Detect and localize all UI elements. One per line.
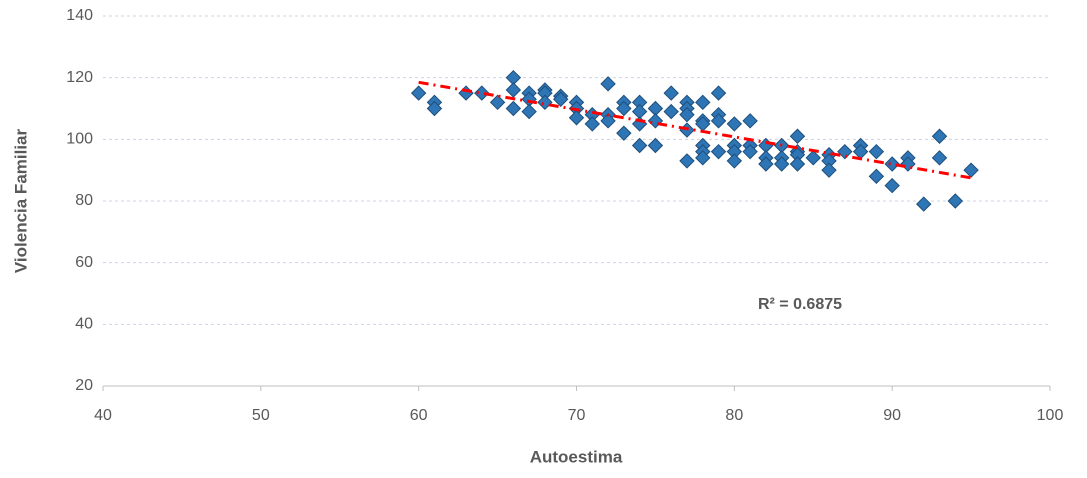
point — [679, 153, 695, 169]
point — [789, 156, 806, 172]
y-tick-label: 100 — [66, 131, 93, 148]
y-tick-label: 20 — [75, 377, 93, 394]
point — [647, 113, 664, 129]
point — [679, 106, 695, 123]
point — [458, 85, 474, 101]
point — [884, 156, 900, 172]
point — [695, 150, 711, 166]
point — [868, 168, 885, 185]
point — [426, 100, 443, 117]
point — [553, 91, 569, 107]
point — [410, 85, 427, 101]
point — [631, 137, 648, 154]
point — [916, 196, 932, 212]
point — [600, 113, 616, 129]
point — [663, 85, 679, 101]
point — [616, 125, 632, 141]
x-tick-label: 70 — [568, 407, 586, 424]
point — [931, 128, 948, 144]
y-tick-label: 140 — [66, 7, 93, 24]
point — [868, 143, 885, 160]
x-tick-label: 50 — [252, 407, 270, 424]
point — [474, 85, 490, 101]
point — [805, 150, 821, 166]
point — [758, 156, 774, 172]
x-tick-label: 80 — [725, 407, 743, 424]
point — [647, 137, 664, 154]
y-tick-label: 80 — [75, 192, 93, 209]
point — [837, 143, 853, 160]
point — [773, 156, 790, 172]
point — [568, 110, 585, 126]
point — [505, 100, 522, 117]
point — [947, 193, 964, 209]
x-tick-label: 100 — [1037, 407, 1064, 424]
point — [789, 128, 806, 144]
y-axis-title: Violencia Familiar — [11, 128, 30, 273]
y-tick-label: 40 — [75, 316, 93, 333]
point — [963, 162, 979, 178]
point — [616, 100, 632, 117]
point — [742, 143, 758, 160]
trendline — [418, 80, 972, 180]
point — [710, 143, 727, 160]
point — [505, 82, 522, 98]
x-tick-label: 90 — [883, 407, 901, 424]
point — [663, 103, 679, 120]
point — [821, 162, 837, 178]
point — [521, 103, 537, 120]
point — [489, 94, 506, 111]
y-tick-label: 120 — [66, 69, 93, 86]
point — [742, 113, 758, 129]
point — [537, 94, 553, 111]
point — [726, 153, 743, 169]
y-tick-label: 60 — [75, 254, 93, 271]
x-tick-label: 40 — [94, 407, 112, 424]
point — [726, 116, 743, 132]
trendline-annotation: R² = 0.6875 — [758, 296, 842, 313]
point — [695, 94, 711, 111]
point — [931, 150, 948, 166]
x-axis-title: Autoestima — [530, 447, 623, 466]
x-tick-label: 60 — [410, 407, 428, 424]
point — [710, 113, 727, 129]
point — [710, 85, 727, 101]
point — [600, 76, 616, 92]
point — [584, 116, 600, 132]
point — [884, 177, 900, 194]
